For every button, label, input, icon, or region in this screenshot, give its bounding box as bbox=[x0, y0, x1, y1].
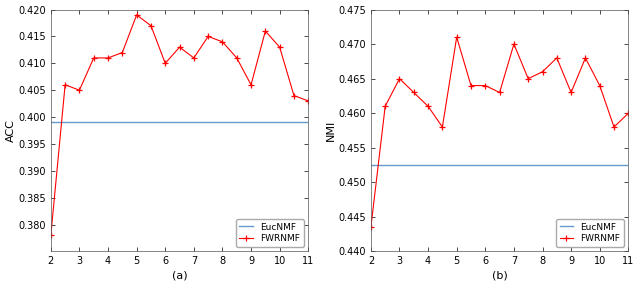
FWRNMF bbox=[161, 61, 169, 65]
FWRNMF bbox=[204, 35, 212, 38]
X-axis label: (b): (b) bbox=[492, 271, 508, 281]
Y-axis label: NMI: NMI bbox=[326, 120, 335, 141]
FWRNMF bbox=[104, 56, 112, 60]
Y-axis label: ACC: ACC bbox=[6, 119, 15, 142]
FWRNMF bbox=[47, 234, 54, 237]
FWRNMF bbox=[233, 56, 241, 60]
FWRNMF bbox=[453, 35, 461, 39]
FWRNMF bbox=[582, 56, 589, 60]
FWRNMF bbox=[90, 56, 97, 60]
FWRNMF bbox=[247, 83, 255, 87]
FWRNMF bbox=[539, 70, 547, 74]
FWRNMF bbox=[305, 99, 312, 103]
FWRNMF bbox=[625, 112, 632, 115]
FWRNMF bbox=[262, 29, 269, 33]
FWRNMF bbox=[496, 91, 504, 94]
FWRNMF bbox=[61, 83, 69, 87]
EucNMF bbox=[19, 121, 26, 124]
FWRNMF bbox=[219, 40, 227, 43]
Legend: EucNMF, FWRNMF: EucNMF, FWRNMF bbox=[236, 219, 304, 247]
FWRNMF bbox=[524, 77, 532, 80]
FWRNMF bbox=[396, 77, 403, 80]
FWRNMF bbox=[424, 105, 432, 108]
Line: FWRNMF: FWRNMF bbox=[48, 12, 311, 238]
FWRNMF bbox=[132, 13, 140, 17]
FWRNMF bbox=[176, 45, 184, 49]
FWRNMF bbox=[438, 125, 446, 129]
FWRNMF bbox=[596, 84, 604, 87]
FWRNMF bbox=[610, 125, 618, 129]
FWRNMF bbox=[410, 91, 418, 94]
FWRNMF bbox=[118, 51, 126, 54]
FWRNMF bbox=[367, 226, 375, 229]
FWRNMF bbox=[553, 56, 561, 60]
FWRNMF bbox=[190, 56, 198, 60]
FWRNMF bbox=[147, 24, 155, 27]
X-axis label: (a): (a) bbox=[172, 271, 188, 281]
FWRNMF bbox=[76, 88, 83, 92]
EucNMF bbox=[339, 163, 346, 167]
FWRNMF bbox=[290, 94, 298, 97]
FWRNMF bbox=[276, 45, 284, 49]
FWRNMF bbox=[467, 84, 475, 87]
Line: FWRNMF: FWRNMF bbox=[368, 34, 631, 230]
FWRNMF bbox=[567, 91, 575, 94]
FWRNMF bbox=[481, 84, 489, 87]
FWRNMF bbox=[510, 42, 518, 46]
EucNMF bbox=[310, 163, 317, 167]
FWRNMF bbox=[381, 105, 389, 108]
Legend: EucNMF, FWRNMF: EucNMF, FWRNMF bbox=[556, 219, 624, 247]
